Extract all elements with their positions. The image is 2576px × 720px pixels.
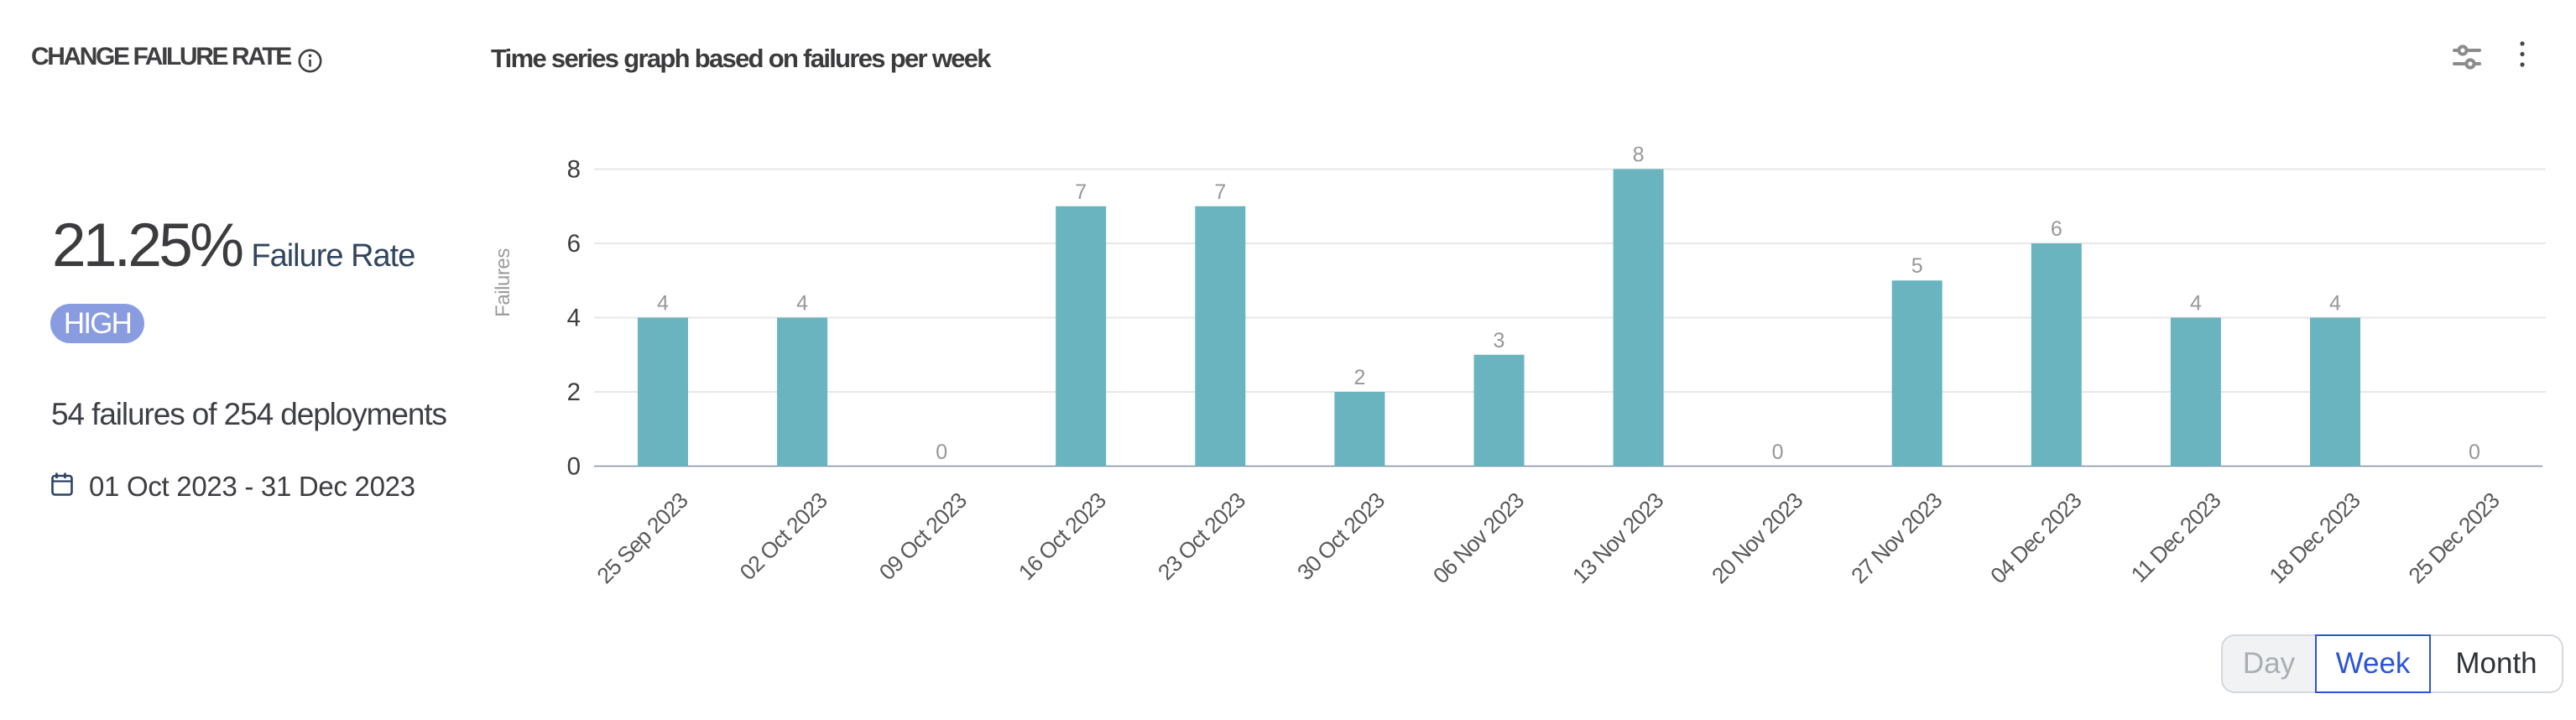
svg-text:13 Nov 2023: 13 Nov 2023	[1567, 488, 1668, 588]
svg-text:04 Dec 2023: 04 Dec 2023	[1985, 488, 2086, 588]
svg-text:16 Oct 2023: 16 Oct 2023	[1014, 488, 1111, 585]
svg-text:11 Dec 2023: 11 Dec 2023	[2126, 488, 2225, 587]
svg-text:4: 4	[2190, 292, 2202, 316]
svg-text:27 Nov 2023: 27 Nov 2023	[1846, 488, 1947, 588]
svg-text:4: 4	[567, 305, 581, 332]
svg-text:0: 0	[2469, 441, 2480, 464]
svg-text:18 Dec 2023: 18 Dec 2023	[2265, 488, 2365, 588]
svg-text:7: 7	[1214, 180, 1226, 204]
svg-text:8: 8	[567, 156, 581, 184]
svg-text:0: 0	[936, 441, 947, 464]
svg-text:2: 2	[567, 378, 581, 406]
svg-text:20 Nov 2023: 20 Nov 2023	[1707, 488, 1807, 588]
svg-text:6: 6	[567, 230, 581, 258]
svg-text:4: 4	[796, 292, 808, 316]
svg-text:6: 6	[2051, 217, 2062, 241]
svg-text:3: 3	[1494, 329, 1505, 352]
svg-text:25 Dec 2023: 25 Dec 2023	[2404, 488, 2505, 588]
svg-text:09 Oct 2023: 09 Oct 2023	[874, 488, 972, 585]
svg-text:06 Nov 2023: 06 Nov 2023	[1428, 488, 1529, 588]
svg-text:4: 4	[2329, 292, 2341, 316]
svg-text:4: 4	[657, 292, 669, 316]
svg-text:5: 5	[1911, 254, 1923, 278]
svg-text:2: 2	[1353, 366, 1365, 389]
svg-text:Failures: Failures	[492, 248, 514, 317]
svg-text:0: 0	[567, 453, 581, 481]
svg-text:30 Oct 2023: 30 Oct 2023	[1292, 488, 1390, 585]
svg-text:8: 8	[1633, 143, 1645, 167]
svg-text:02 Oct 2023: 02 Oct 2023	[735, 488, 832, 585]
svg-text:23 Oct 2023: 23 Oct 2023	[1153, 488, 1250, 585]
svg-text:0: 0	[1772, 441, 1784, 464]
svg-text:25 Sep 2023: 25 Sep 2023	[592, 488, 693, 588]
svg-text:7: 7	[1075, 180, 1087, 204]
